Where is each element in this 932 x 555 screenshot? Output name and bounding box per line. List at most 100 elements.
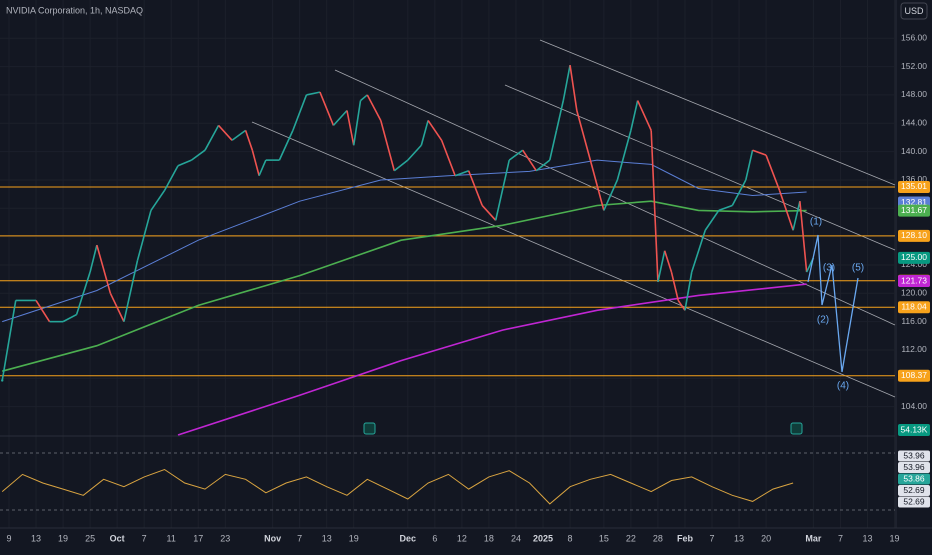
x-tick-label: 20 [761, 533, 771, 543]
level-badge [898, 180, 930, 193]
x-tick-label: Dec [400, 533, 417, 543]
price-segment [603, 179, 619, 211]
x-tick-label: 7 [142, 533, 147, 543]
y-tick-label: 136.00 [901, 174, 927, 184]
chart-title: NVIDIA Corporation, 1h, NASDAQ [6, 5, 143, 15]
price-segment [1, 300, 17, 381]
level-badge [898, 301, 930, 314]
wave-labels: (1) (2) (3) (4) (5) [810, 217, 864, 392]
level-badge-label: 108.37 [901, 370, 927, 380]
level-badge-label: 128.10 [901, 230, 927, 240]
x-tick-label: 13 [322, 533, 332, 543]
x-tick-label: 2025 [533, 533, 553, 543]
x-tick-label: 19 [349, 533, 359, 543]
x-tick-label: 7 [710, 533, 715, 543]
currency[interactable]: USD [904, 6, 924, 16]
y-tick-label: 148.00 [901, 89, 927, 99]
x-tick-label: 7 [838, 533, 843, 543]
price-segment [440, 139, 456, 176]
y-tick-label: 156.00 [901, 33, 927, 43]
y-tick-label: 124.00 [901, 259, 927, 269]
price-segment [555, 100, 565, 131]
level-badge [898, 229, 930, 242]
wave-label: (3) [823, 263, 835, 274]
x-tick-label: 22 [626, 533, 636, 543]
x-tick-label: Mar [805, 533, 822, 543]
x-tick-label: 11 [167, 533, 176, 543]
y-tick-label: 140.00 [901, 146, 927, 156]
rsi-badge [898, 496, 930, 508]
ma-badge [898, 275, 930, 288]
channel-line [504, 84, 896, 251]
x-tick-label: 24 [511, 533, 521, 543]
y-tick-label: 112.00 [901, 344, 927, 354]
price-segment [427, 119, 443, 141]
x-tick-label: 15 [599, 533, 609, 543]
price-segment [663, 250, 673, 273]
price-segment [75, 271, 91, 315]
price-segment [62, 313, 77, 323]
price-segment [792, 201, 801, 231]
earnings-icon [790, 422, 803, 435]
volume-badge [898, 424, 930, 436]
level-badge-label: 118.04 [901, 301, 927, 311]
price-segment [576, 110, 592, 161]
y-tick-label: 116.00 [901, 316, 927, 326]
x-tick-label: 7 [297, 533, 302, 543]
price-segment [258, 159, 267, 177]
price-segment [407, 144, 422, 161]
price-segment [217, 124, 233, 141]
x-tick-label: 13 [31, 533, 41, 543]
price-segment [569, 65, 578, 111]
price-segment [177, 159, 192, 167]
price-segment [718, 204, 733, 212]
price-segment [292, 94, 308, 131]
price-segment [535, 159, 551, 172]
price-segment [380, 120, 396, 171]
rsi-badge-label: 52.69 [903, 485, 925, 495]
moving-average [2, 159, 807, 323]
price-segment [508, 149, 524, 161]
current-price-badge-label: 125.00 [901, 252, 927, 262]
price-segment [332, 109, 348, 126]
x-tick-label: 28 [653, 533, 663, 543]
rsi-badge [898, 473, 930, 485]
price-segment [150, 190, 166, 211]
currency-button[interactable] [900, 2, 928, 20]
channel-line [334, 69, 896, 326]
rsi-badge [898, 450, 930, 462]
x-tick-label: 12 [457, 533, 467, 543]
moving-average [177, 283, 807, 436]
price-segment [731, 179, 747, 206]
price-segment [494, 159, 510, 221]
x-tick-label: 8 [568, 533, 573, 543]
price-segment [657, 250, 666, 283]
price-segment [191, 149, 206, 161]
rsi-line [1, 468, 794, 505]
price-segment [319, 91, 335, 126]
volume-badge-label: 54.13K [901, 424, 928, 434]
price-segment [359, 94, 368, 102]
x-tick-label: 13 [734, 533, 744, 543]
wave-label: (1) [810, 217, 822, 228]
price-segment [650, 130, 659, 283]
y-tick-label: 120.00 [901, 288, 927, 298]
rsi-badge [898, 485, 930, 496]
badges: 53.9653.9653.8652.6952.69135.01128.10121… [898, 180, 930, 508]
ma-badge-label: 121.73 [901, 275, 927, 285]
level-badge-label: 135.01 [901, 181, 927, 191]
price-segment [690, 230, 707, 273]
x-tick-label: 13 [862, 533, 872, 543]
price-segment [670, 271, 679, 301]
earnings-icons [363, 422, 803, 435]
price-segment [467, 170, 483, 206]
wave-label: (5) [852, 263, 864, 274]
price-segment [616, 130, 632, 181]
moving-averages [1, 159, 807, 436]
price-segment [704, 209, 720, 231]
x-tick-label: Feb [677, 533, 694, 543]
price-segment [109, 292, 125, 322]
price-segment [684, 271, 693, 311]
